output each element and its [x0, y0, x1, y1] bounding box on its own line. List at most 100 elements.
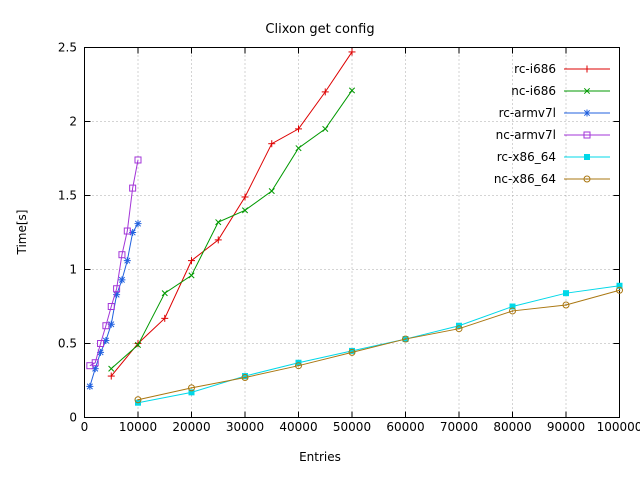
- series-nc-x86_64-marker-shape: [188, 384, 195, 392]
- series-nc-x86_64-marker-shape: [295, 362, 302, 370]
- series-nc-armv7l-marker-shape: [118, 251, 126, 259]
- series-nc-x86_64-marker-shape: [297, 364, 300, 367]
- series-rc-armv7l-marker-shape: [129, 229, 136, 236]
- series-nc-i686-marker: [322, 125, 329, 132]
- x-tick-label: 0: [81, 420, 89, 434]
- series-nc-armv7l-marker: [118, 251, 126, 259]
- series-rc-i686-markers: [107, 48, 356, 380]
- series-nc-armv7l-markers: [86, 156, 142, 370]
- series-nc-i686-marker: [134, 341, 142, 349]
- series-nc-x86_64-line: [137, 289, 620, 401]
- series-nc-i686-marker-shape: [108, 365, 115, 372]
- x-tick-label: 50000: [333, 420, 371, 434]
- series-nc-armv7l-line: [89, 159, 139, 367]
- y-tick-label: 2: [69, 115, 77, 129]
- series-nc-x86_64-marker: [241, 374, 249, 382]
- series-nc-i686-marker: [215, 219, 222, 226]
- legend-label-nc-armv7l: nc-armv7l: [496, 128, 556, 142]
- x-tick-label: 40000: [279, 420, 317, 434]
- series-rc-armv7l-marker-shape: [92, 365, 99, 372]
- series-nc-i686-marker-shape: [268, 188, 275, 195]
- series-nc-armv7l-marker: [123, 227, 131, 235]
- series-nc-armv7l-marker: [113, 285, 121, 293]
- series-nc-armv7l-marker: [129, 184, 137, 192]
- legend-marker-rc-x86_64: [584, 154, 590, 160]
- x-tick-label: 10000: [119, 420, 157, 434]
- legend-label-rc-armv7l: rc-armv7l: [499, 106, 556, 120]
- x-tick-label: 60000: [386, 420, 424, 434]
- series-nc-x86_64-marker: [295, 362, 302, 370]
- y-tick-label: 1: [69, 263, 77, 277]
- x-axis-label: Entries: [299, 450, 341, 464]
- series-nc-i686-marker-shape: [348, 87, 356, 94]
- series-nc-armv7l-marker-shape: [123, 227, 131, 235]
- series-rc-x86_64-marker: [509, 303, 516, 310]
- series-nc-x86_64-marker-shape: [241, 374, 249, 382]
- series-rc-armv7l-marker: [134, 220, 142, 228]
- legend-marker-nc-x86_64: [583, 175, 591, 183]
- x-tick-label: 20000: [172, 420, 210, 434]
- series-rc-i686-marker: [107, 372, 115, 380]
- series-rc-i686-marker: [161, 314, 169, 322]
- series-rc-x86_64-marker: [349, 347, 355, 354]
- series-rc-i686-marker: [214, 236, 222, 244]
- series-rc-x86_64-marker-shape: [242, 373, 248, 380]
- series-nc-x86_64-marker: [509, 307, 516, 315]
- series-nc-armv7l-marker-shape: [134, 156, 142, 164]
- series-nc-i686-marker-shape: [134, 341, 142, 349]
- series-nc-x86_64-marker: [402, 335, 409, 343]
- series-nc-armv7l-marker-shape: [113, 285, 121, 293]
- series-nc-x86_64-marker: [134, 396, 142, 404]
- series-nc-x86_64-marker-shape: [511, 310, 514, 312]
- series-nc-i686-markers: [108, 87, 356, 372]
- series-nc-x86_64-marker-shape: [455, 325, 463, 333]
- series-nc-armv7l-marker: [102, 322, 110, 330]
- series-nc-x86_64-marker: [616, 286, 623, 294]
- series-nc-x86_64-marker-shape: [509, 307, 516, 315]
- series-nc-x86_64-marker: [562, 301, 570, 309]
- series-nc-i686-marker: [295, 145, 302, 152]
- series-rc-i686-marker: [241, 193, 249, 201]
- series-rc-armv7l-marker-shape: [113, 291, 120, 298]
- series-rc-armv7l-marker-shape: [118, 276, 126, 283]
- series-rc-i686-marker: [188, 257, 195, 265]
- series-nc-i686-marker-shape: [161, 290, 168, 297]
- series-rc-i686-marker: [295, 125, 302, 133]
- series-nc-i686-marker-shape: [241, 207, 249, 214]
- series-nc-armv7l-marker: [91, 359, 99, 367]
- x-tick-label: 30000: [226, 420, 264, 434]
- series-nc-armv7l-marker: [97, 340, 105, 347]
- series-nc-x86_64-marker-shape: [565, 304, 567, 306]
- legend-label-rc-i686: rc-i686: [514, 62, 556, 76]
- series-rc-x86_64-marker: [616, 282, 623, 289]
- series-nc-x86_64-marker-shape: [458, 327, 460, 330]
- legend-marker-nc-armv7l: [583, 131, 591, 139]
- legend-label-nc-i686: nc-i686: [511, 84, 556, 98]
- series-rc-armv7l-marker: [118, 276, 126, 284]
- legend-marker-rc-i686: [583, 65, 591, 73]
- series-rc-armv7l-marker-shape: [102, 337, 109, 344]
- series-rc-armv7l-marker: [102, 337, 110, 345]
- series-nc-x86_64-marker-shape: [348, 348, 356, 356]
- series-rc-i686-marker: [348, 48, 356, 56]
- series-nc-armv7l-marker: [107, 303, 115, 310]
- series-nc-i686-line: [110, 90, 353, 370]
- series-rc-x86_64-marker-shape: [563, 290, 569, 297]
- series-rc-armv7l-marker: [123, 257, 131, 265]
- series-nc-i686-marker: [268, 188, 275, 195]
- series-nc-i686-marker: [188, 272, 195, 279]
- series-nc-i686-marker: [241, 207, 249, 214]
- legend-marker-nc-x86_64-shape: [586, 178, 588, 180]
- y-tick-label: 0.5: [58, 337, 77, 351]
- legend-marker-rc-armv7l-shape: [583, 109, 591, 117]
- series-nc-x86_64-marker: [348, 348, 356, 356]
- series-nc-x86_64-marker-shape: [137, 398, 139, 401]
- chart-title: Clixon get config: [265, 22, 375, 37]
- series-rc-armv7l-marker-shape: [108, 321, 115, 328]
- series-rc-armv7l-marker: [91, 365, 99, 373]
- y-tick-label: 0: [69, 411, 77, 425]
- series-nc-x86_64-marker-shape: [562, 301, 570, 309]
- series-nc-x86_64-marker-shape: [134, 396, 142, 404]
